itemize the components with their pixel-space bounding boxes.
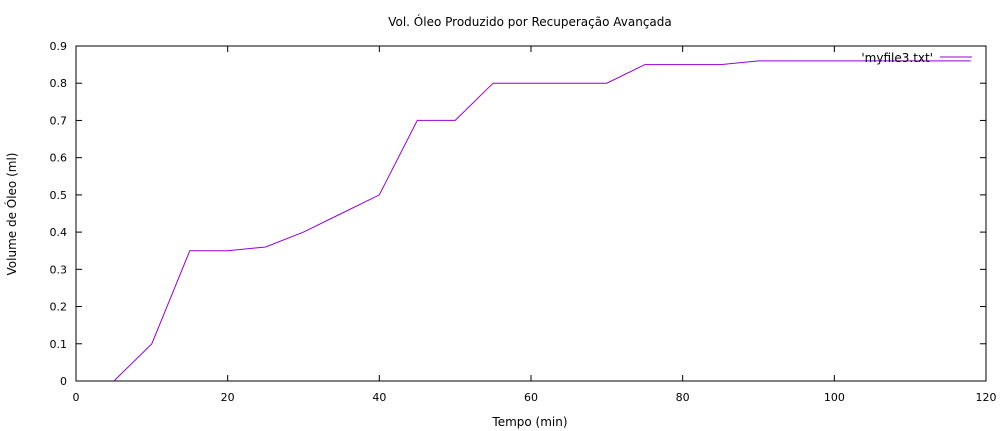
x-axis-ticks: 0 20 40 60 80 100 120 (73, 46, 997, 404)
y-tick-label: 0.4 (50, 226, 68, 239)
plot-frame (75, 45, 987, 382)
x-tick-label: 40 (372, 391, 386, 404)
y-tick-label: 0.6 (50, 152, 68, 165)
y-tick-label: 0.8 (50, 77, 68, 90)
y-tick-label: 0 (60, 375, 67, 388)
y-tick-label: 0.2 (50, 301, 68, 314)
x-tick-label: 0 (73, 391, 80, 404)
series-layer (113, 60, 971, 382)
legend-entry-label: 'myfile3.txt' (861, 51, 933, 65)
chart-title: Vol. Óleo Produzido por Recuperação Avan… (388, 14, 672, 29)
x-tick-label: 20 (221, 391, 235, 404)
y-axis-label: Volume de Óleo (ml) (4, 153, 19, 276)
x-axis-label: Tempo (min) (491, 415, 567, 429)
series-line-0 (113, 60, 971, 382)
x-tick-label: 100 (824, 391, 845, 404)
legend: 'myfile3.txt' (861, 51, 972, 65)
y-tick-label: 0.3 (50, 263, 68, 276)
x-tick-label: 120 (976, 391, 997, 404)
x-tick-label: 60 (524, 391, 538, 404)
y-axis-ticks: 0 0.1 0.2 0.3 0.4 0.5 0.6 0.7 0.8 0.9 (50, 40, 986, 388)
y-tick-label: 0.9 (50, 40, 68, 53)
y-tick-label: 0.1 (50, 338, 68, 351)
y-tick-label: 0.7 (50, 114, 68, 127)
x-tick-label: 80 (676, 391, 690, 404)
y-tick-label: 0.5 (50, 189, 68, 202)
